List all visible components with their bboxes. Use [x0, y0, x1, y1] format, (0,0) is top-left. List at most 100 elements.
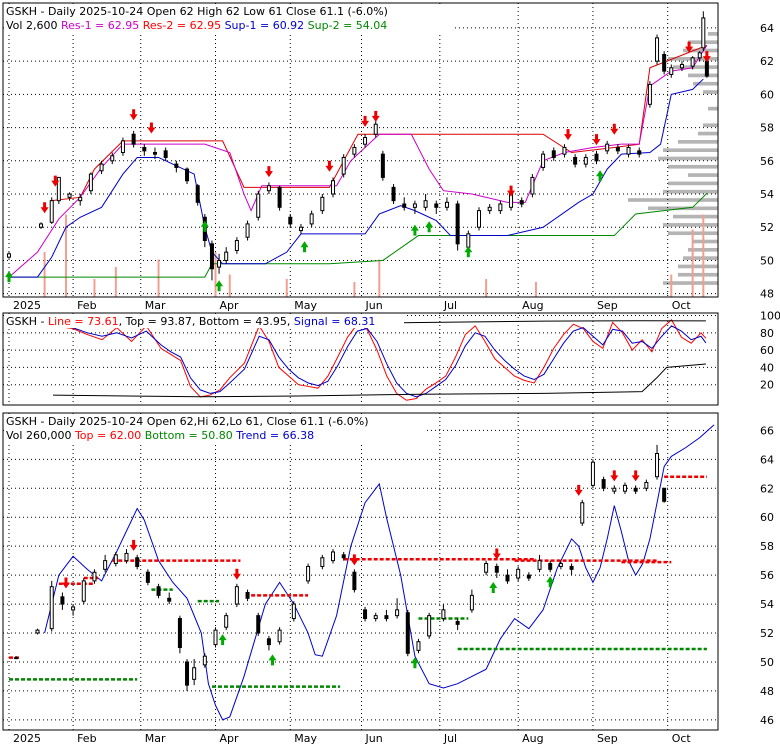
candle-body — [484, 563, 489, 573]
candle-body — [405, 612, 410, 654]
header-line-2: Vol 2,600 Res-1 = 62.95 Res-2 = 62.95 Su… — [6, 19, 387, 32]
candle-body — [605, 143, 610, 152]
candle-body — [266, 638, 271, 646]
y-tick-label: 50 — [760, 656, 774, 669]
buy-arrow-icon — [596, 170, 605, 182]
candle-body — [644, 481, 649, 489]
header-segment: GSKH - Daily 2025-10-24 Open 62 High 62 … — [6, 5, 388, 18]
candle-body — [156, 586, 161, 596]
header-segment: Vol 260,000 — [6, 429, 71, 442]
candle-body — [163, 150, 168, 158]
volume-profile-bar — [688, 73, 718, 78]
x-tick-label: 2025 — [13, 299, 41, 312]
x-tick-label: Feb — [77, 732, 96, 745]
candle-body — [341, 554, 346, 559]
volume-bar — [691, 229, 694, 297]
candle-body — [71, 606, 76, 611]
candle-body — [35, 629, 40, 634]
candle-body — [537, 560, 542, 570]
sell-arrow-icon — [129, 539, 138, 551]
candle-body — [373, 615, 378, 620]
candle-body — [363, 137, 368, 145]
buy-arrow-icon — [410, 657, 419, 669]
volume-bar — [114, 267, 117, 297]
candle-body — [131, 133, 136, 145]
candle-body — [701, 17, 706, 49]
sell-arrow-icon — [129, 109, 138, 121]
y-tick-label: 50 — [760, 254, 774, 267]
volume-profile-bar — [683, 48, 718, 53]
buy-arrow-icon — [200, 220, 209, 232]
x-tick-label: Feb — [77, 299, 96, 312]
candle-body — [67, 193, 72, 198]
candle-body — [562, 147, 567, 155]
candle-body — [487, 206, 492, 212]
header-segment: Sup-1 = 60.92 — [221, 19, 304, 32]
volume-profile-bar — [693, 239, 718, 244]
y-tick-label: 48 — [760, 288, 774, 301]
buy-arrow-icon — [300, 241, 309, 253]
candle-body — [167, 597, 172, 602]
x-tick-label: Aug — [522, 299, 543, 312]
candle-body — [494, 565, 499, 573]
header-segment: , — [287, 315, 294, 328]
candle-body — [633, 487, 638, 492]
candle-body — [309, 213, 314, 225]
candle-body — [569, 565, 574, 570]
volume-profile-bar — [668, 181, 718, 186]
candle-body — [256, 615, 261, 634]
sell-arrow-icon — [610, 470, 619, 482]
candle-body — [288, 216, 293, 225]
candle-body — [103, 560, 108, 570]
volume-bar — [378, 259, 381, 297]
volume-bar — [157, 259, 160, 297]
y-tick-label: 48 — [760, 685, 774, 698]
support-2-line — [9, 192, 708, 278]
volume-profile-bar — [703, 90, 718, 94]
y-tick-label: 62 — [760, 55, 774, 68]
y-tick-label: 52 — [760, 627, 774, 640]
candle-body — [690, 57, 695, 67]
header-segment: , — [119, 315, 126, 328]
candle-body — [402, 203, 407, 208]
candle-body — [423, 200, 428, 208]
candle-body — [174, 163, 179, 168]
candle-body — [655, 37, 660, 62]
header-line-2: Vol 260,000 Top = 62.00 Bottom = 50.80 T… — [6, 429, 314, 442]
sell-arrow-icon — [232, 568, 241, 580]
volume-profile-bar — [663, 148, 718, 152]
candle-body — [697, 52, 702, 59]
candle-body — [234, 586, 239, 605]
header-background — [4, 414, 424, 442]
trend-panel: 46 48 50 52 54 56 58 60 62 64 66 2025 Feb Mar Apr May Ju… — [2, 412, 774, 745]
volume-profile-bar — [678, 140, 718, 144]
candle-body — [341, 156, 346, 175]
volume-bar — [228, 274, 231, 297]
x-tick-label: Oct — [672, 299, 692, 312]
candle-body — [679, 63, 684, 69]
candle-body — [124, 552, 129, 562]
sell-arrow-icon — [592, 134, 601, 146]
candle-body — [234, 240, 239, 251]
volume-bar — [534, 282, 537, 297]
candle-body — [81, 580, 86, 602]
candle-body — [612, 487, 617, 492]
x-tick-label: Sep — [597, 299, 618, 312]
sell-arrow-icon — [507, 185, 516, 197]
x-tick-label: Jul — [443, 299, 457, 312]
candle-body — [662, 53, 667, 72]
y-tick-label: 46 — [760, 714, 774, 727]
volume-bar — [93, 279, 96, 297]
candle-body — [615, 147, 620, 152]
candle-body — [669, 67, 674, 75]
candle-body — [224, 615, 229, 628]
candle-body — [110, 155, 115, 162]
y-tick-label: 20 — [760, 379, 774, 392]
buy-arrow-icon — [425, 221, 434, 233]
y-tick-label: 80 — [760, 327, 774, 340]
candle-body — [391, 186, 396, 202]
y-tick-label: 60 — [760, 344, 774, 357]
candle-body — [213, 629, 218, 646]
buy-arrow-icon — [268, 654, 277, 666]
candle-body — [331, 551, 336, 562]
